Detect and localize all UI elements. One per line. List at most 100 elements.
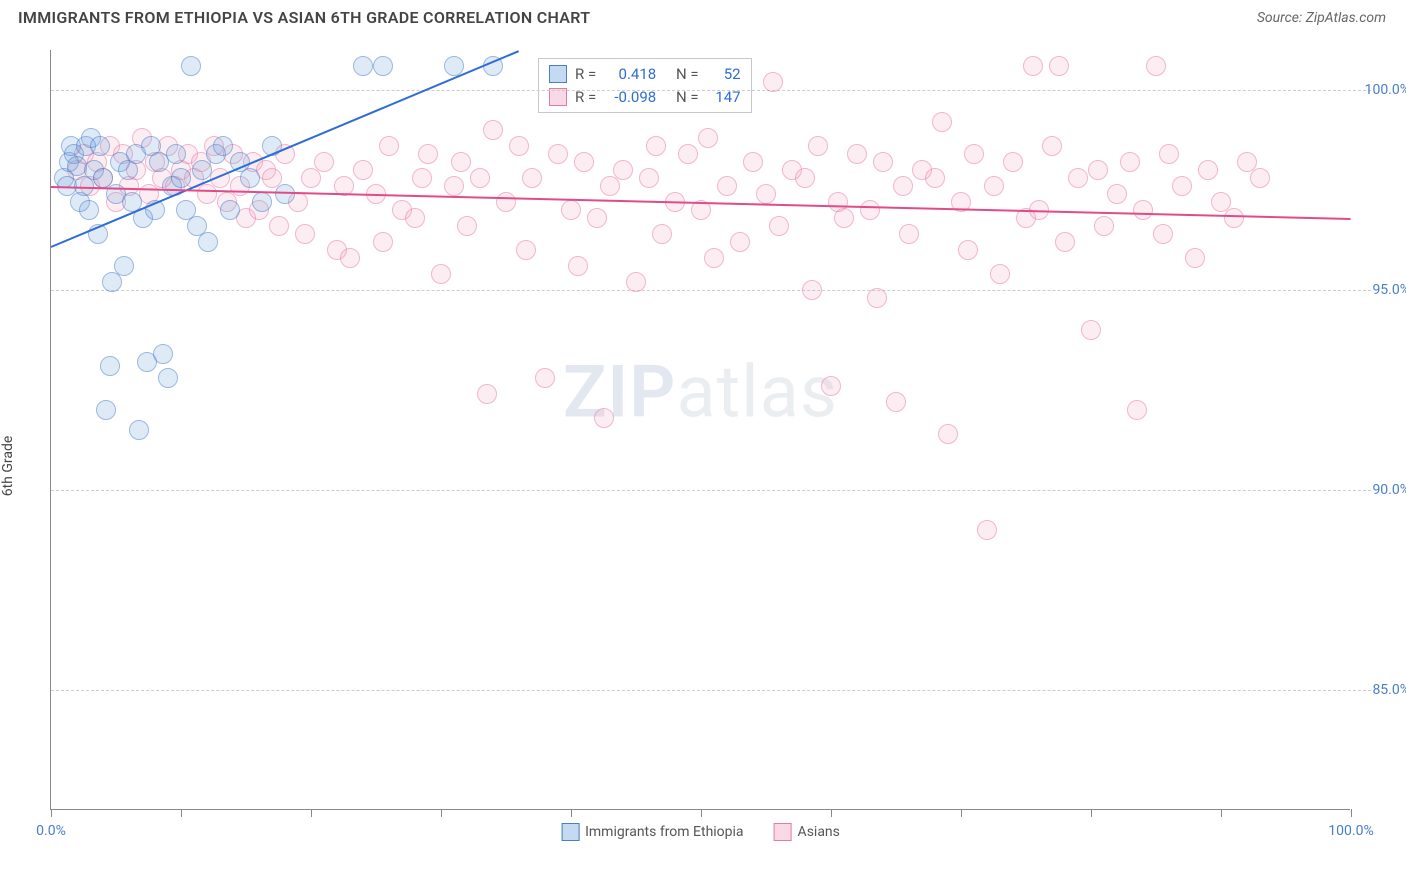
data-point xyxy=(802,280,822,300)
data-point xyxy=(1146,56,1166,76)
data-point xyxy=(198,232,218,252)
swatch-pink-icon xyxy=(774,823,792,841)
data-point xyxy=(763,72,783,92)
data-point xyxy=(1003,152,1023,172)
data-point xyxy=(984,176,1004,196)
data-point xyxy=(314,152,334,172)
data-point xyxy=(1250,168,1270,188)
data-point xyxy=(574,152,594,172)
data-point xyxy=(451,152,471,172)
ytick-label: 90.0% xyxy=(1355,482,1406,498)
data-point xyxy=(516,240,536,260)
data-point xyxy=(79,200,99,220)
data-point xyxy=(477,384,497,404)
data-point xyxy=(756,184,776,204)
data-point xyxy=(964,144,984,164)
xtick xyxy=(181,809,182,817)
data-point xyxy=(373,232,393,252)
data-point xyxy=(899,224,919,244)
data-point xyxy=(548,144,568,164)
data-point xyxy=(269,216,289,236)
xtick xyxy=(51,809,52,817)
data-point xyxy=(568,256,588,276)
data-point xyxy=(431,264,451,284)
data-point xyxy=(1153,224,1173,244)
data-point xyxy=(100,356,120,376)
data-point xyxy=(1094,216,1114,236)
xtick xyxy=(701,809,702,817)
data-point xyxy=(847,144,867,164)
data-point xyxy=(353,56,373,76)
xtick xyxy=(1091,809,1092,817)
y-axis-label: 6th Grade xyxy=(0,436,16,497)
data-point xyxy=(295,224,315,244)
gridline xyxy=(51,290,1371,291)
data-point xyxy=(412,168,432,188)
data-point xyxy=(821,376,841,396)
data-point xyxy=(213,136,233,156)
xtick-label: 0.0% xyxy=(36,823,66,839)
data-point xyxy=(1159,144,1179,164)
xtick xyxy=(1221,809,1222,817)
ytick-label: 100.0% xyxy=(1355,82,1406,98)
gridline xyxy=(51,90,1371,91)
data-point xyxy=(646,136,666,156)
data-point xyxy=(1081,320,1101,340)
swatch-blue-icon xyxy=(561,823,579,841)
data-point xyxy=(730,232,750,252)
data-point xyxy=(496,192,516,212)
data-point xyxy=(1133,200,1153,220)
data-point xyxy=(509,136,529,156)
data-point xyxy=(958,240,978,260)
data-point xyxy=(275,184,295,204)
legend-label-1: Immigrants from Ethiopia xyxy=(585,824,743,840)
gridline xyxy=(51,690,1371,691)
data-point xyxy=(795,168,815,188)
data-point xyxy=(1068,168,1088,188)
data-point xyxy=(457,216,477,236)
xtick xyxy=(571,809,572,817)
data-point xyxy=(418,144,438,164)
data-point xyxy=(717,176,737,196)
xtick xyxy=(441,809,442,817)
xtick-label: 100.0% xyxy=(1328,823,1373,839)
chart-title: IMMIGRANTS FROM ETHIOPIA VS ASIAN 6TH GR… xyxy=(18,8,590,27)
data-point xyxy=(626,272,646,292)
chart-area: 6th Grade ZIPatlas R = 0.418 N = 52 R = … xyxy=(0,40,1406,892)
data-point xyxy=(1049,56,1069,76)
data-point xyxy=(522,168,542,188)
data-point xyxy=(893,176,913,196)
data-point xyxy=(873,152,893,172)
data-point xyxy=(1198,160,1218,180)
data-point xyxy=(1088,160,1108,180)
data-point xyxy=(1172,176,1192,196)
data-point xyxy=(340,248,360,268)
data-point xyxy=(353,160,373,180)
data-point xyxy=(252,192,272,212)
data-point xyxy=(96,400,116,420)
data-point xyxy=(470,168,490,188)
data-point xyxy=(153,344,173,364)
data-point xyxy=(990,264,1010,284)
data-point xyxy=(613,160,633,180)
gridline xyxy=(51,490,1371,491)
data-point xyxy=(114,256,134,276)
data-point xyxy=(1055,232,1075,252)
data-point xyxy=(192,160,212,180)
data-point xyxy=(925,168,945,188)
data-point xyxy=(129,420,149,440)
data-point xyxy=(1107,184,1127,204)
series-legend: Immigrants from Ethiopia Asians xyxy=(561,823,840,841)
data-point xyxy=(652,224,672,244)
data-point xyxy=(1127,400,1147,420)
data-point xyxy=(1042,136,1062,156)
data-point xyxy=(535,368,555,388)
ytick-label: 95.0% xyxy=(1355,282,1406,298)
data-point xyxy=(808,136,828,156)
data-point xyxy=(860,200,880,220)
legend-label-2: Asians xyxy=(798,824,840,840)
data-point xyxy=(301,168,321,188)
xtick xyxy=(1351,809,1352,817)
data-point xyxy=(240,168,260,188)
data-point xyxy=(932,112,952,132)
